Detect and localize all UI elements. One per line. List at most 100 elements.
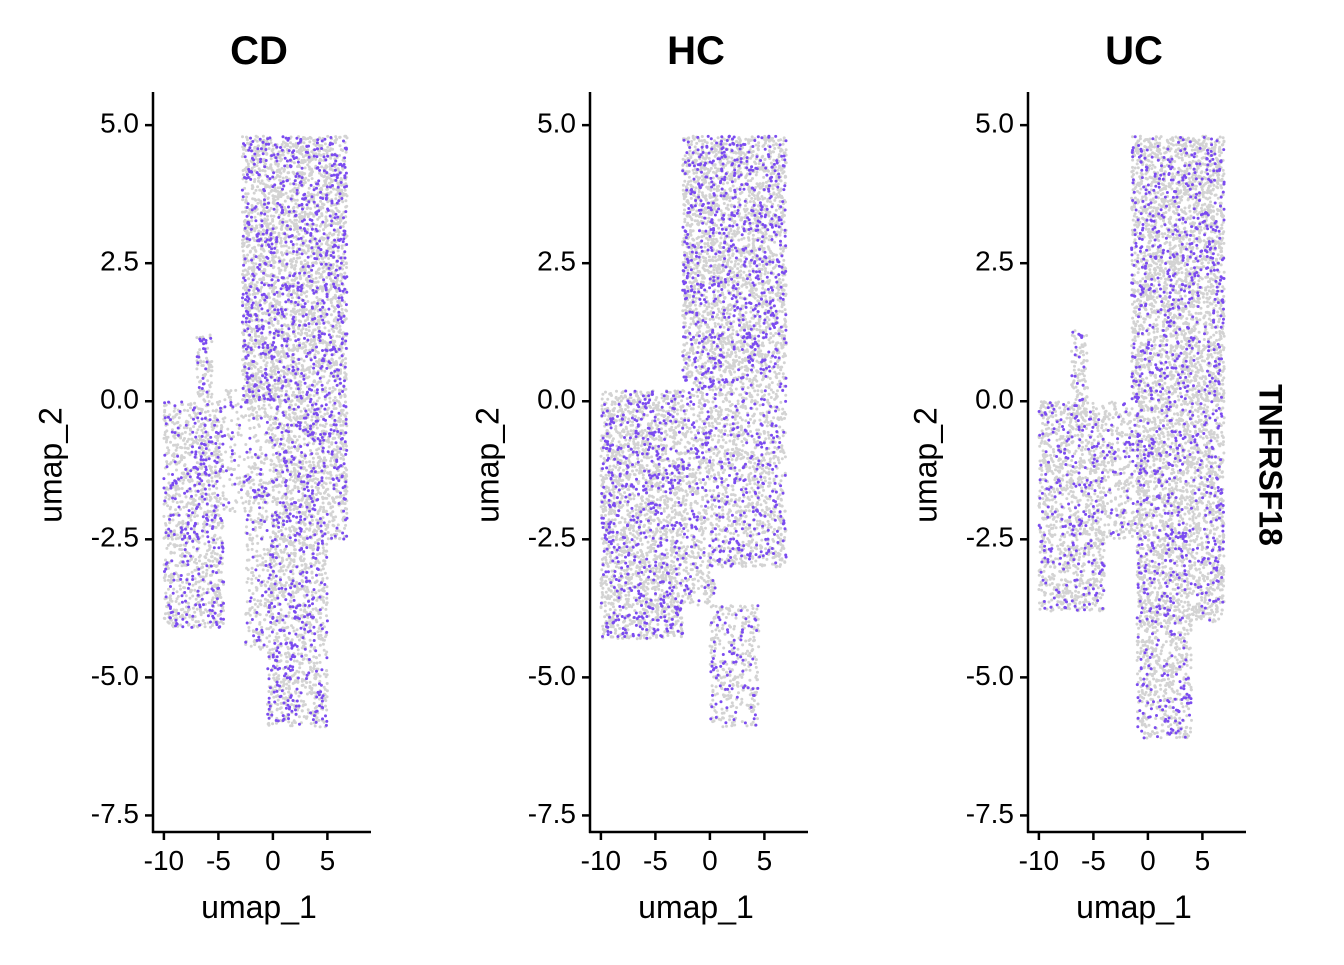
cell-point [330,297,334,301]
cell-point [281,253,285,257]
cell-point [261,515,265,519]
cell-point [217,450,221,454]
feature-label: TNFRSF18 [1253,384,1289,546]
cell-point [241,398,245,402]
cell-point [246,362,250,366]
cell-point [343,188,347,192]
cell-point [317,396,321,400]
cell-point [274,392,278,396]
cell-point [233,443,237,447]
cell-point [305,294,308,298]
cell-point [263,194,267,198]
cell-point [293,376,297,380]
cell-point [244,260,247,263]
cell-point [297,499,301,502]
cell-point [329,459,333,463]
cell-point [266,210,270,214]
cell-point [265,613,269,617]
cell-point [311,479,314,483]
cell-point [283,206,287,210]
cell-point [267,192,271,195]
cell-point [249,644,253,648]
cell-point [265,439,269,443]
cell-point [269,157,273,161]
cell-point [255,415,259,418]
cell-point [304,460,308,464]
cell-point [293,304,297,308]
cell-point [326,531,330,534]
cell-point [326,471,330,475]
cell-point [292,307,296,311]
cell-point [212,621,215,625]
cell-point [308,370,312,374]
cell-point [164,558,167,562]
cell-point [277,266,281,270]
cell-point [344,357,348,361]
cell-point [188,614,192,617]
cell-point [289,386,293,390]
cell-point [288,489,292,493]
cell-point [318,725,322,729]
cell-point [280,192,283,196]
cell-point [227,467,231,471]
panel-cd: CD5.02.50.0-2.5-5.0-7.5-10 -5 0 5umap_1umap… [32,29,371,925]
cell-point [272,255,276,259]
cell-point [300,368,304,372]
cell-point [338,144,342,148]
cell-point [277,460,281,463]
cell-point [312,311,316,315]
cell-point [246,490,250,494]
cell-point [261,506,265,510]
cell-point [252,501,256,505]
cell-point [305,334,309,337]
cell-point [173,545,177,549]
cell-point [178,460,182,464]
cell-point [305,527,309,531]
cell-point [210,425,214,429]
cell-point [310,570,314,574]
cell-point [210,402,214,406]
cell-point [316,461,320,465]
cell-point [207,493,211,497]
cell-point [315,296,319,299]
cell-point [255,473,259,476]
cell-point [240,155,244,159]
cell-point [337,435,341,439]
cell-point [321,495,324,499]
cell-point [260,278,264,282]
cell-point [330,327,334,331]
cell-point [317,380,321,384]
cell-point [299,262,303,266]
cell-point [282,424,286,427]
cell-point [273,484,277,488]
cell-point [276,475,280,479]
cell-point [327,321,331,325]
cell-point [246,141,249,145]
cell-point [261,561,265,565]
cell-point [179,623,183,627]
cell-point [256,554,260,558]
cell-point [245,273,249,277]
cell-point [201,619,205,623]
cell-point [303,523,307,527]
cell-point [306,317,310,321]
cell-point [196,441,200,445]
cell-point [289,450,293,454]
cell-point [230,459,234,463]
cell-point [279,171,283,175]
cell-point [165,546,169,550]
cell-point [323,326,327,330]
cell-point [307,312,311,316]
cell-point [247,414,251,418]
cell-point [331,523,335,527]
cell-point [203,555,207,559]
cell-point [315,223,319,227]
cell-point [206,587,210,591]
cell-point [310,322,314,326]
cell-point [247,277,251,281]
cell-point [266,196,270,200]
cell-point [286,602,290,606]
cell-point [205,568,209,572]
cell-point [240,484,244,488]
cell-point [319,505,323,509]
